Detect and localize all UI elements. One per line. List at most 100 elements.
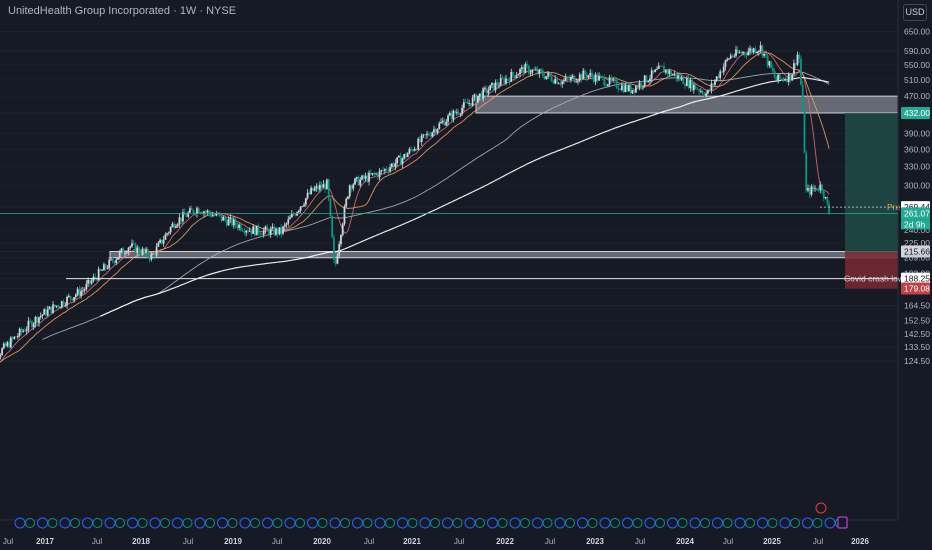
candle-body bbox=[417, 138, 420, 150]
candle-body bbox=[403, 154, 406, 159]
candle-body bbox=[45, 309, 47, 316]
candle-body bbox=[292, 213, 295, 215]
candle-body bbox=[801, 84, 804, 111]
candle-body bbox=[2, 343, 5, 349]
candle-body bbox=[580, 74, 583, 80]
price-tag bbox=[901, 245, 930, 258]
candle-body bbox=[376, 173, 379, 178]
candle-body bbox=[357, 176, 360, 186]
candle-body bbox=[422, 134, 425, 136]
candle-body bbox=[520, 67, 523, 70]
candle-body bbox=[176, 224, 179, 227]
price-tick-label: 510.00 bbox=[904, 75, 930, 85]
earnings-marker bbox=[644, 517, 656, 529]
candle-body bbox=[468, 103, 471, 104]
candle-body bbox=[759, 45, 762, 51]
candle-body bbox=[701, 91, 704, 95]
candle-body bbox=[786, 79, 788, 83]
candle-body bbox=[52, 304, 54, 314]
candle-body bbox=[764, 53, 767, 56]
candle-body bbox=[127, 247, 130, 253]
candle-body bbox=[517, 74, 520, 76]
candle-body bbox=[131, 243, 133, 247]
candle-body bbox=[15, 336, 18, 338]
candle-body bbox=[141, 249, 144, 255]
candle-body bbox=[310, 187, 313, 194]
candle-body bbox=[359, 179, 362, 186]
candle-body bbox=[271, 226, 274, 229]
candle-body bbox=[336, 255, 339, 264]
price-tag bbox=[901, 207, 930, 220]
candle-body bbox=[814, 188, 816, 190]
candle-body bbox=[620, 85, 623, 90]
candle-body bbox=[642, 85, 644, 87]
candle-body bbox=[682, 77, 685, 85]
candle-body bbox=[361, 175, 363, 180]
candle-body bbox=[238, 224, 241, 229]
candle-body bbox=[771, 67, 774, 72]
candle-body bbox=[582, 70, 585, 80]
candle-body bbox=[315, 186, 318, 189]
earnings-marker bbox=[14, 517, 26, 529]
candle-body bbox=[778, 74, 781, 79]
candle-body bbox=[85, 283, 88, 290]
candle-body bbox=[689, 79, 692, 88]
candle-body bbox=[392, 163, 395, 168]
candle-body bbox=[299, 206, 302, 211]
candle-body bbox=[29, 320, 32, 322]
candle-body bbox=[526, 63, 528, 66]
time-tick-label: Jul bbox=[3, 537, 13, 546]
candle-body bbox=[324, 183, 327, 190]
candle-body bbox=[503, 78, 506, 84]
candle-body bbox=[322, 183, 325, 188]
candle-body bbox=[794, 63, 797, 65]
time-tick-label: Jul bbox=[545, 537, 555, 546]
currency-button[interactable]: USD bbox=[903, 4, 927, 21]
candle-body bbox=[139, 252, 142, 255]
candle-body bbox=[364, 175, 367, 179]
earnings-marker bbox=[59, 517, 71, 529]
price-tag-label: 215.66 bbox=[904, 246, 930, 256]
candle-body bbox=[125, 252, 128, 254]
candle-body bbox=[471, 97, 474, 106]
candle-body bbox=[81, 290, 84, 292]
candle-body bbox=[375, 173, 377, 175]
candle-body bbox=[296, 212, 298, 216]
candle-body bbox=[729, 55, 732, 59]
earnings-marker bbox=[307, 517, 318, 529]
candle-body bbox=[218, 214, 221, 216]
earnings-marker bbox=[712, 517, 723, 529]
candle-body bbox=[554, 78, 557, 84]
candle-body bbox=[492, 83, 495, 91]
earnings-marker bbox=[734, 517, 746, 529]
candle-body bbox=[817, 190, 820, 191]
dividend-marker bbox=[407, 518, 418, 528]
earnings-marker bbox=[104, 517, 116, 529]
candle-body bbox=[189, 208, 191, 213]
candle-body bbox=[108, 259, 111, 269]
ma-mid-line bbox=[0, 52, 830, 363]
candle-body bbox=[726, 59, 729, 61]
candle-body bbox=[124, 253, 126, 254]
candle-body bbox=[32, 323, 35, 328]
candle-body bbox=[606, 84, 609, 86]
candle-body bbox=[150, 254, 153, 260]
candle-body bbox=[104, 264, 107, 269]
candle-body bbox=[636, 86, 639, 88]
price-tick-label: 209.00 bbox=[904, 253, 930, 263]
candle-body bbox=[522, 67, 525, 74]
candle-body bbox=[362, 175, 365, 179]
candle-body bbox=[0, 354, 2, 358]
candle-body bbox=[275, 228, 277, 235]
candle-body bbox=[303, 204, 305, 206]
candle-body bbox=[552, 81, 555, 84]
candle-body bbox=[541, 71, 544, 77]
candle-body bbox=[262, 230, 265, 235]
candle-body bbox=[88, 279, 91, 284]
candle-body bbox=[798, 54, 801, 59]
candle-body bbox=[482, 88, 485, 99]
candle-body bbox=[455, 112, 458, 114]
candle-body bbox=[380, 170, 383, 171]
countdown-label: 2d 9h bbox=[904, 219, 926, 229]
